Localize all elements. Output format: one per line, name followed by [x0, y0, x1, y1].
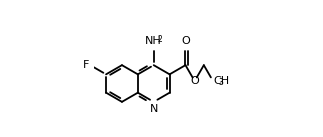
Text: CH: CH — [214, 76, 230, 86]
Text: 3: 3 — [219, 78, 224, 87]
Text: 2: 2 — [157, 35, 162, 44]
Text: NH: NH — [145, 36, 162, 46]
Text: N: N — [150, 104, 158, 114]
Text: O: O — [190, 76, 199, 86]
Text: F: F — [83, 60, 89, 70]
Text: O: O — [181, 36, 190, 46]
